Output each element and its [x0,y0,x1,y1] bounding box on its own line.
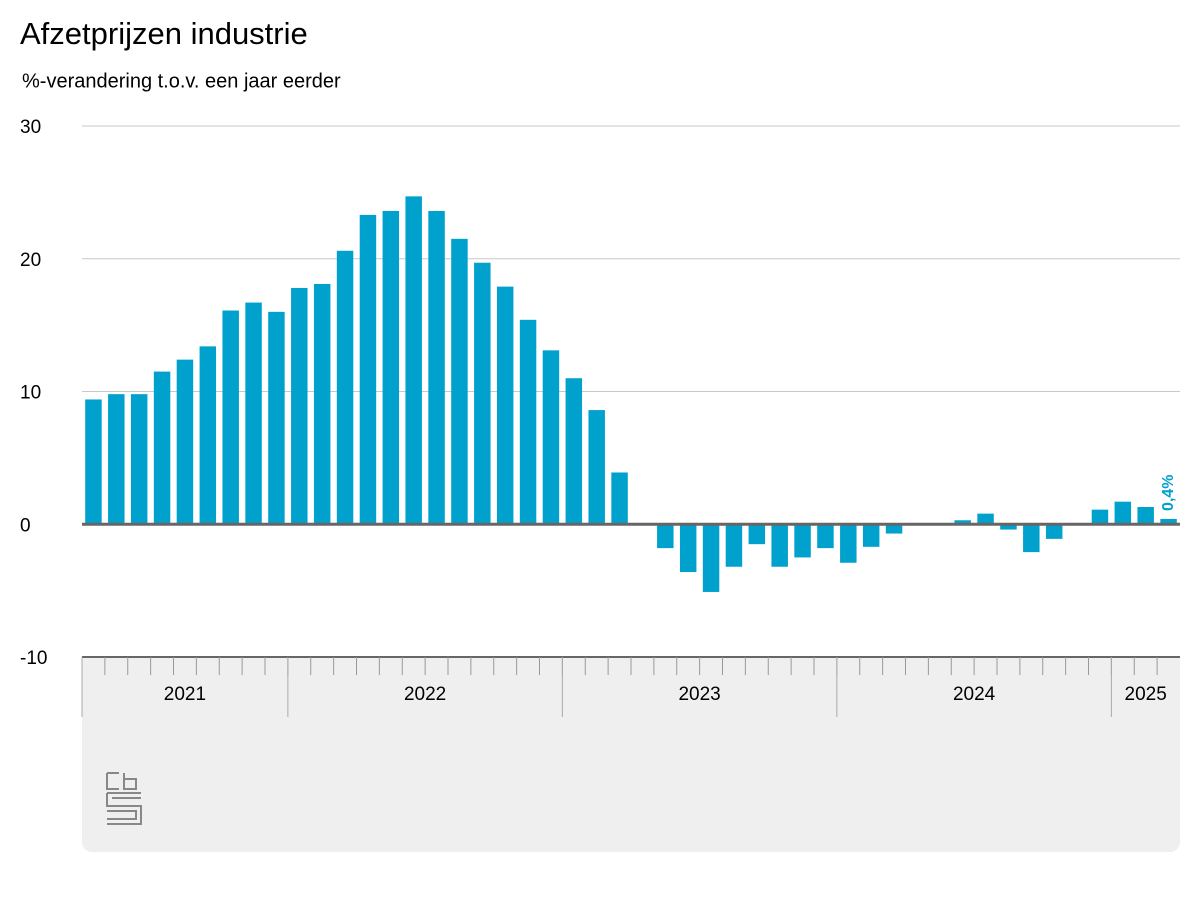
bar [817,524,834,549]
bar [1023,524,1040,553]
bar [885,524,903,534]
bar [85,399,102,525]
bar [496,286,514,525]
y-tick-label: 30 [20,117,41,138]
bar [954,520,971,525]
y-tick-label: 20 [20,250,41,271]
bar [291,287,308,525]
bar [1045,524,1063,539]
bar [1114,501,1132,525]
bar [382,210,400,525]
bar [748,524,766,545]
bar [108,394,125,525]
bar [245,302,262,525]
bar [588,410,605,525]
bar [313,283,331,525]
bar [199,346,217,525]
bar [474,262,491,525]
bar [336,250,354,525]
bar [153,371,171,525]
bar [794,524,811,558]
bar [359,214,377,525]
axis-panel [82,657,1180,852]
bar [268,311,285,525]
y-tick-label: -10 [20,648,47,669]
bar [840,524,857,563]
x-group-label: 2025 [1125,684,1167,705]
bar [542,350,560,525]
bar [725,524,743,567]
bar [611,472,628,525]
y-tick-label: 0 [20,515,31,536]
bar [1160,518,1177,525]
bar [1000,524,1017,530]
bar [519,319,537,525]
bar [222,310,239,525]
x-group-label: 2022 [404,684,446,705]
value-label: 0,4% [1160,474,1177,510]
x-group-label: 2024 [953,684,996,705]
bar [771,524,788,567]
bar [977,513,994,525]
bar [405,196,422,525]
bar [702,524,720,592]
bar [1137,506,1154,525]
bar [679,524,697,573]
chart-subtitle: %-verandering t.o.v. een jaar eerder [22,70,341,92]
bar [428,210,445,525]
x-group-label: 2021 [164,684,206,705]
cbs-logo [106,772,142,825]
bar [451,238,468,525]
bar [862,524,880,547]
bar [1091,509,1109,525]
bar [130,394,148,525]
x-group-label: 2023 [678,684,720,705]
bar [176,359,194,525]
bar [657,524,674,549]
bar [565,378,583,525]
y-tick-label: 10 [20,383,41,404]
chart-title: Afzetprijzen industrie [20,16,308,51]
